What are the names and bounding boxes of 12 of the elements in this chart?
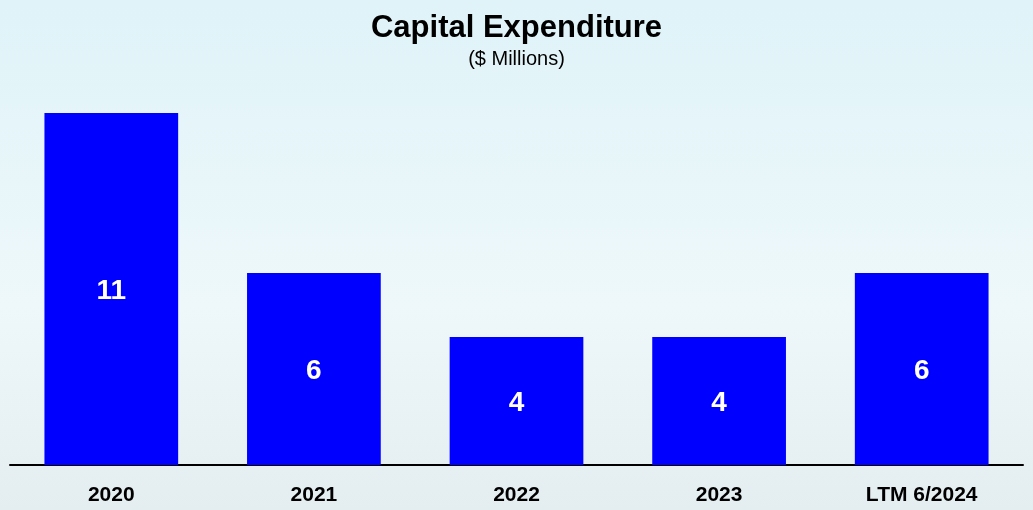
data-label: 6: [306, 353, 322, 385]
chart-subtitle: ($ Millions): [468, 47, 565, 69]
data-label: 11: [96, 273, 127, 305]
data-label: 6: [913, 353, 930, 385]
x-tick-label: 2022: [493, 482, 540, 505]
data-label: 4: [508, 385, 525, 417]
x-tick-label: 2023: [695, 482, 743, 505]
x-tick-label: 2021: [290, 482, 338, 505]
data-label: 4: [711, 385, 728, 417]
chart-title: Capital Expenditure: [370, 9, 663, 44]
x-tick-label: LTM 6/2024: [865, 482, 978, 505]
x-tick-label: 2020: [87, 482, 135, 505]
